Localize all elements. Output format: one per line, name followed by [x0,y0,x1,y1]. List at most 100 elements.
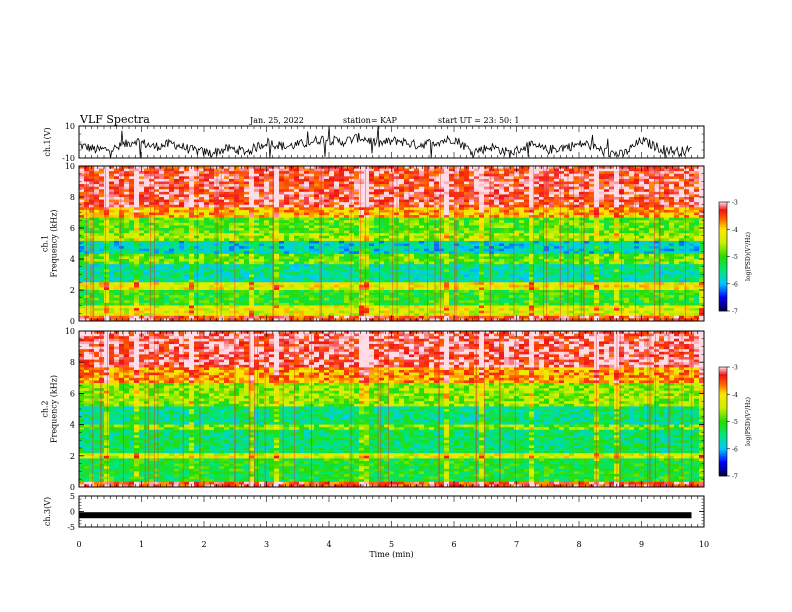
ch1-spec-cell [184,225,190,229]
ch1-spec-cell [634,184,640,187]
ch1-spec-cell [489,181,495,185]
ch1-spec-cell [339,209,345,213]
ch1-spec-cell [274,199,280,203]
ch1-spec-cell [594,171,600,175]
ch1-spec-cell [574,176,580,180]
ch1-spec-cell [599,235,605,239]
ch1-spec-cell [384,173,390,177]
ch1-spec-cell [374,184,380,187]
ch1-spec-cell [379,168,385,172]
ch1-spec-cell [299,168,305,172]
ch1-spec-cell [174,176,180,180]
ch1-spec-cell [214,171,220,175]
ch1-spec-cell [579,251,585,255]
ch1-spec-cell [469,251,475,255]
ch1-spec-cell [474,204,480,208]
ch1-spec-cell [449,240,455,244]
ch1-spec-cell [554,181,560,185]
ch1-spec-cell [174,197,180,200]
ch1-spec-cell [174,225,180,229]
ch1-spec-cell [329,168,335,172]
ch1-spec-cell [529,202,535,206]
ch1-spec-cell [169,189,175,193]
ch1-spec-cell [574,186,580,190]
ch1-spec-cell [219,253,225,257]
ch1-spec-cell [499,212,505,216]
ch1-spec-cell [639,171,645,175]
ch1-spec-cell [229,256,235,260]
ch1-spec-cell [164,171,170,175]
ch1-spec-cell [284,176,290,180]
ch1-spec-cell [124,209,130,213]
ch1-spec-cell [454,256,460,260]
ch1-spec-cell [394,181,400,185]
ch1-spec-cell [279,259,285,262]
ch1-spec-cell [99,230,105,234]
ch1-spec-cell [409,176,415,180]
ch1-spec-cell [104,235,110,239]
ch1-spec-cell [569,233,575,237]
ch1-spec-cell [119,209,125,213]
ch1-spec-cell [94,181,100,185]
ch1-spec-cell [679,199,685,203]
ch1-spec-cell [554,261,560,265]
ch1-spec-cell [474,217,480,221]
ch1-spec-cell [624,171,630,175]
ch1-spec-cell [179,209,185,213]
ch1-spec-cell [604,228,610,231]
ch1-spec-cell [259,217,265,221]
ch1-spec-cell [604,189,610,193]
figure-start-time: start UT = 23: 50: 1 [438,116,519,125]
ch1-spec-cell [259,186,265,190]
ch1-spec-cell [244,202,250,206]
ch1-spec-cell [399,233,405,237]
ch1-spec-cell [264,230,270,234]
ch1-spec-cell [119,173,125,177]
ch1-spec-cell [494,168,500,172]
ch1-spec-cell [529,191,535,195]
ch1-spec-cell [579,181,585,185]
ch1-spec-cell [334,186,340,190]
ch1-spec-cell [454,253,460,257]
ch1-spec-cell [549,240,555,244]
ch1-spec-cell [179,207,185,211]
ch1-spec-cell [119,220,125,224]
ch1-spec-cell [479,186,485,190]
ch1-spec-cell [504,166,510,169]
ch1-spec-cell [204,215,210,218]
ch1-spec-cell [114,246,120,249]
ch1-spec-cell [494,181,500,185]
ch1-spec-cell [184,240,190,244]
ch1-spec-cell [329,259,335,262]
ch1-spec-cell [554,240,560,244]
ch1-spec-cell [174,199,180,203]
ch1-spec-cell [134,225,140,229]
ch1-spec-cell [604,222,610,226]
ch1-spec-cell [564,251,570,255]
ch1-spec-cell [289,215,295,218]
ch1-spec-cell [329,209,335,213]
ch1-spec-cell [234,166,240,169]
ch1-spec-cell [574,209,580,213]
ch1-spec-cell [539,248,545,252]
ch1-spec-cell [174,181,180,185]
ch1-spec-cell [159,240,165,244]
ch1-spec-cell [304,189,310,193]
ch1-spec-cell [469,256,475,260]
ch1-spec-cell [209,256,215,260]
ch1-spec-cell [459,202,465,206]
ch1-spec-cell [604,243,610,247]
ch1-spec-cell [564,225,570,229]
ch1-spec-cell [414,202,420,206]
ch1-spec-cell [654,215,660,218]
ch1-spec-cell [349,184,355,187]
ch1-spec-cell [499,243,505,247]
ch1-spec-cell [509,186,515,190]
ch1-spec-cell [654,233,660,237]
ch1-spec-cell [509,197,515,200]
ch1-spec-cell [524,199,530,203]
ch1-spec-cell [214,261,220,265]
ch1-spec-cell [674,191,680,195]
ch1-spec-cell [569,240,575,244]
ch1-spec-cell [334,197,340,200]
